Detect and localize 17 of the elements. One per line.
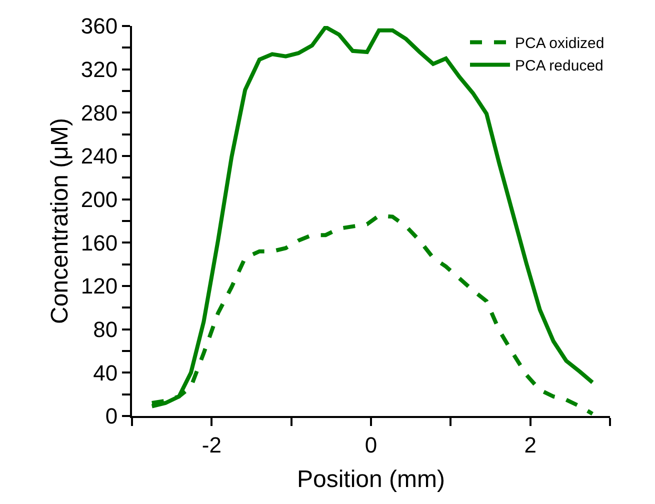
- y-tick-label: 120: [80, 274, 118, 299]
- x-axis-title: Position (mm): [296, 466, 446, 494]
- legend-label: PCA oxidized: [515, 35, 604, 52]
- y-tick-label: 320: [80, 57, 118, 82]
- y-tick-label: 240: [80, 144, 118, 169]
- legend-label: PCA reduced: [515, 58, 604, 75]
- x-tick-label: 2: [524, 432, 536, 458]
- y-tick-label: 0: [105, 404, 118, 429]
- y-tick-label: 200: [80, 187, 118, 212]
- y-tick-label: 160: [80, 230, 118, 256]
- y-tick-label: 360: [80, 14, 118, 39]
- y-tick-label: 40: [93, 360, 118, 386]
- y-axis-title: Concentration (μM): [46, 118, 74, 324]
- y-tick-label: 80: [93, 317, 118, 342]
- x-tick-label: -2: [202, 432, 222, 458]
- x-tick-label: 0: [364, 432, 378, 458]
- y-tick-label: 280: [80, 100, 118, 126]
